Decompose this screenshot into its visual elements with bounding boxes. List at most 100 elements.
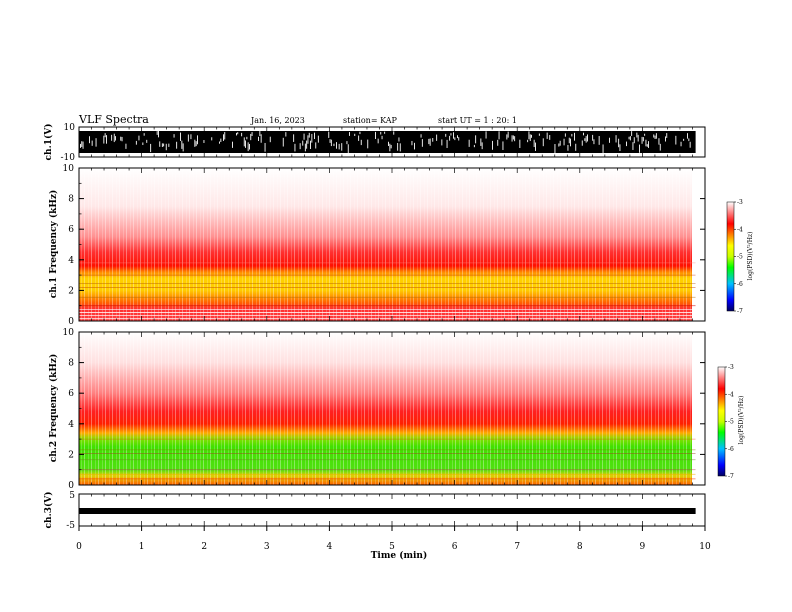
ch1-waveform-gap <box>675 135 677 145</box>
ch1-waveform-gap <box>636 132 638 138</box>
ch1-waveform-gap <box>637 134 639 142</box>
y-tick-label: 6 <box>68 225 74 235</box>
ch1-waveform-gap <box>299 143 301 150</box>
ch1-waveform-gap <box>655 133 657 139</box>
ch1-waveform-gap <box>347 144 349 153</box>
y-tick-label: 8 <box>68 359 74 369</box>
ch1-waveform-gap <box>497 139 499 146</box>
ch1-yticks: 0 2 4 6 8 10 <box>63 164 705 327</box>
ch1-waveform-gap <box>502 141 504 150</box>
ch1-waveform-gap <box>330 139 332 147</box>
ch1-waveform-gap <box>111 134 113 141</box>
ch1-waveform-trace <box>79 131 696 154</box>
ch1-waveform-gap <box>628 136 630 140</box>
ch1-waveform-gap <box>428 138 430 145</box>
ch1-waveform-gap <box>203 140 205 143</box>
ch1-waveform-gap <box>310 140 311 149</box>
ch1-waveform-gap <box>120 136 122 141</box>
ch1-colorbar-label: log(PSD)(V²/Hz) <box>747 232 754 281</box>
ch3-ytick-neg5: -5 <box>66 521 75 531</box>
ch1-waveform-gap <box>285 132 287 137</box>
x-tick-label: 4 <box>327 542 333 552</box>
y-tick-label: 2 <box>68 450 74 460</box>
ch1-waveform-gap <box>506 134 508 140</box>
ch1-waveform-gap <box>542 138 544 147</box>
ch1-waveform-gap <box>644 133 646 136</box>
ch1-waveform-gap <box>165 143 167 151</box>
ch3-waveform-trace <box>79 508 696 514</box>
ch1-waveform-gap <box>314 132 315 140</box>
ch1-waveform-gap <box>659 143 661 151</box>
ch1-waveform-gap <box>531 134 532 138</box>
ch1-waveform-gap <box>615 135 617 143</box>
ch1-waveform-gap <box>95 138 97 147</box>
ch1-waveform-gap <box>666 133 668 138</box>
x-tick-label: 2 <box>201 542 207 552</box>
ch1-waveform-gap <box>187 134 189 142</box>
ch1-waveform-gap <box>619 144 621 152</box>
ch1-waveform-gap <box>546 132 548 139</box>
ch1-waveform-gap <box>633 137 635 144</box>
colorbar-tick-label: -7 <box>737 308 743 315</box>
ch1-waveform-gap <box>294 143 296 152</box>
ch1-waveform-gap <box>563 138 565 146</box>
ch1-waveform-gap <box>219 141 220 144</box>
ch1-waveform-gap <box>421 139 423 147</box>
ch1-waveform-gap <box>338 143 340 150</box>
ch1-waveform-gap <box>377 138 379 144</box>
colorbar-tick-label: -6 <box>728 446 734 453</box>
ch1-waveform-gap <box>583 132 584 136</box>
ch2-colorbar: -3 -4 -5 -6 -7 log(PSD)(V²/Hz) <box>717 364 745 480</box>
ch1-waveform-gap <box>246 136 248 140</box>
ch3-ylabel: ch.3(V) <box>43 492 54 529</box>
ch1-waveform-gap <box>249 143 250 150</box>
ch1-waveform-gap <box>143 133 145 136</box>
ch1-waveform-gap <box>592 134 594 141</box>
ch1-waveform-gap <box>258 136 259 141</box>
ch1-waveform-gap <box>450 133 452 136</box>
x-tick-label: 7 <box>514 542 520 552</box>
ch1-waveform-gap <box>629 136 631 141</box>
y-tick-label: 2 <box>68 286 74 296</box>
ch1-waveform-gap <box>349 132 350 136</box>
ch1-waveform-gap <box>446 139 448 148</box>
ch1-waveform-gap <box>390 144 392 149</box>
ch1-waveform-gap <box>527 139 529 143</box>
ch1-waveform-gap <box>293 134 295 142</box>
ch1-waveform-gap <box>538 133 540 136</box>
colorbar-tick-label: -3 <box>737 199 743 206</box>
ch1-waveform-gap <box>80 143 81 148</box>
ch1-waveform-gap <box>646 144 648 147</box>
ch1-waveform-gap <box>689 141 691 148</box>
ch1-waveform-gap <box>397 143 399 151</box>
ch1-waveform-gap <box>687 133 688 139</box>
ch1-waveform-gap <box>315 142 317 149</box>
colorbar-tick-label: -6 <box>737 281 743 288</box>
ch1-waveform-gap <box>475 135 477 144</box>
ch1-waveform-gap <box>282 137 284 147</box>
ch1-waveform-gap <box>156 131 158 135</box>
y-tick-label: 0 <box>68 481 74 491</box>
ch1-waveform-gap <box>381 135 383 140</box>
ch1-waveform-gap <box>568 137 570 144</box>
y-tick-label: 10 <box>63 164 75 174</box>
ch1-colorbar: -3 -4 -5 -6 -7 log(PSD)(V²/Hz) <box>726 199 754 315</box>
ch1-waveform-gap <box>159 141 161 147</box>
ch1-waveform-gap <box>194 139 196 147</box>
ch1-waveform-gap <box>304 143 306 152</box>
y-tick-label: 0 <box>68 317 74 327</box>
ch1-waveform-gap <box>237 132 239 135</box>
y-tick-label: 10 <box>63 328 75 338</box>
ch1-waveform-gap <box>398 137 400 142</box>
ch1-waveform-gap <box>609 137 610 143</box>
ch1-waveform-gap <box>554 144 556 154</box>
ch1-waveform-gap <box>359 131 361 135</box>
date-label: Jan. 16, 2023 <box>250 116 305 125</box>
ch1-waveform-gap <box>648 141 649 148</box>
ch1-waveform-gap <box>549 135 551 140</box>
ch1-waveform-gap <box>82 141 84 149</box>
ch1-waveform-gap <box>514 136 516 142</box>
ch1-waveform-gap <box>138 135 140 141</box>
ch1-waveform-gap <box>429 138 431 146</box>
x-tick-label: 0 <box>76 542 82 552</box>
